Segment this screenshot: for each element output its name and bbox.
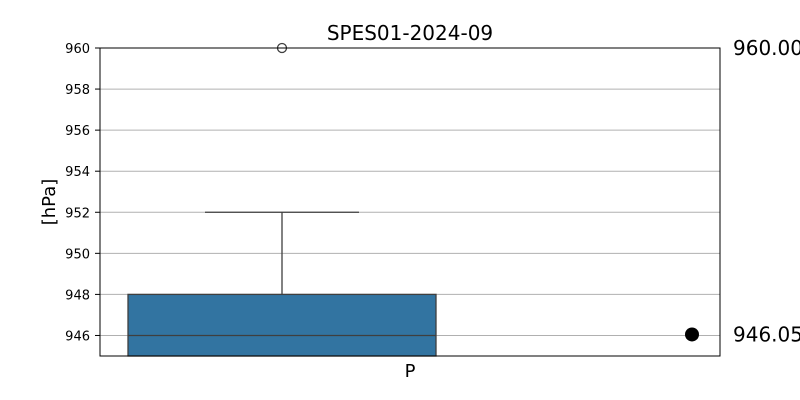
box-body xyxy=(127,293,437,357)
plot-area-frame xyxy=(99,47,721,357)
y-axis-ticks: 946 948 950 952 954 956 958 960 xyxy=(65,42,100,344)
y-tick-label: 958 xyxy=(65,83,90,98)
y-axis-label: [hPa] xyxy=(39,179,60,226)
y-tick-label: 956 xyxy=(65,124,90,139)
box-elements xyxy=(127,42,699,357)
x-tick-label: P xyxy=(405,361,416,382)
y-tick-label: 946 xyxy=(65,329,90,344)
y-tick-label: 960 xyxy=(65,42,90,57)
y-tick-label: 952 xyxy=(65,206,90,221)
y-tick-label: 950 xyxy=(65,247,90,262)
value-annotation: 960.00 xyxy=(733,36,800,60)
gridlines xyxy=(100,47,720,336)
chart-title: SPES01-2024-09 xyxy=(327,21,493,45)
y-tick-label: 948 xyxy=(65,288,90,303)
current-value-marker xyxy=(685,327,699,342)
value-annotation: 946.05 xyxy=(733,322,800,346)
y-tick-label: 954 xyxy=(65,165,90,180)
annotations: 960.00 946.05 xyxy=(733,36,800,346)
